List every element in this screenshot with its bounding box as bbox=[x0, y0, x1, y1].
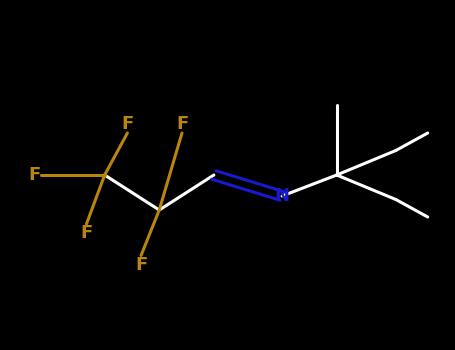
Text: F: F bbox=[121, 115, 133, 133]
Text: F: F bbox=[81, 224, 92, 242]
Text: F: F bbox=[135, 256, 147, 273]
Text: F: F bbox=[29, 166, 41, 184]
Text: N: N bbox=[275, 187, 289, 205]
Text: F: F bbox=[176, 115, 188, 133]
